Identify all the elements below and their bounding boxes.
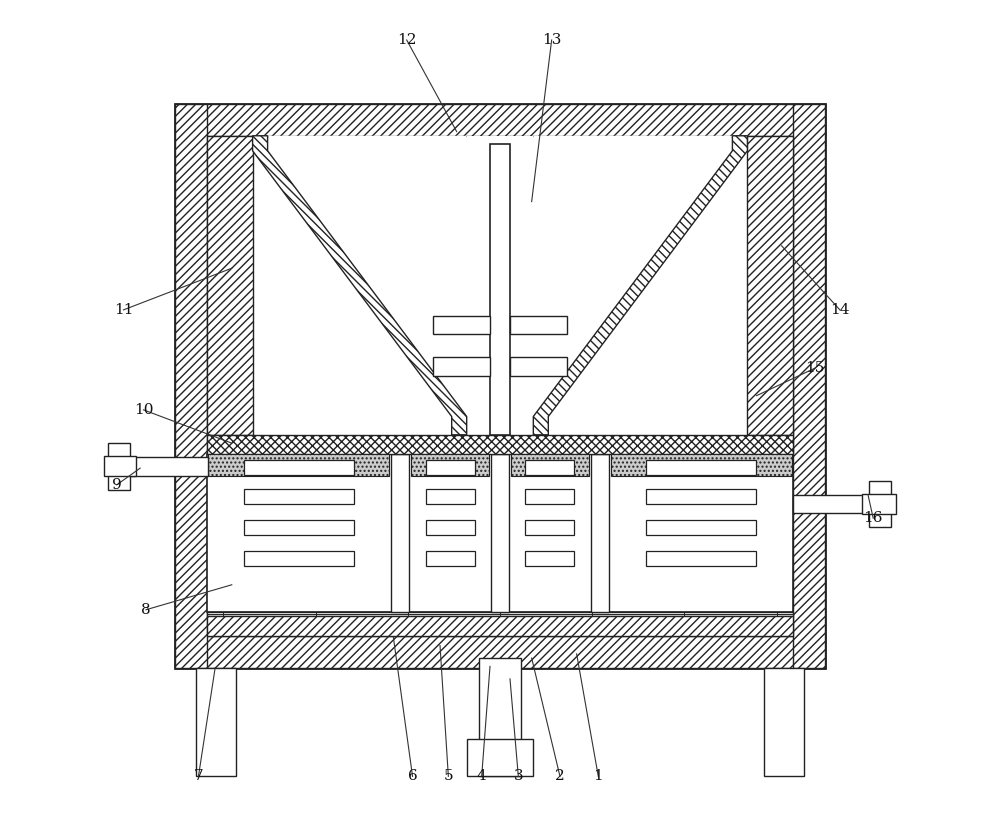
Bar [411,454,489,476]
Text: 6: 6 [408,770,417,783]
Text: 9: 9 [112,478,122,491]
Bar [207,612,793,616]
Text: 3: 3 [514,770,523,783]
Bar [244,551,354,566]
Bar [646,489,756,504]
Bar [525,460,574,475]
Polygon shape [533,136,747,435]
Bar [525,520,574,535]
Bar [426,460,475,475]
Text: 5: 5 [444,770,453,783]
Text: 4: 4 [477,770,487,783]
Text: 14: 14 [830,303,850,317]
Bar [510,316,567,334]
Bar [869,481,891,527]
Text: 11: 11 [114,303,133,317]
Bar [747,136,793,435]
Bar [207,136,253,435]
Bar [175,104,825,668]
Bar [479,658,521,776]
Text: 8: 8 [141,603,151,616]
Bar [207,454,793,612]
Bar [175,104,825,136]
Text: 1: 1 [593,770,603,783]
Bar [433,316,490,334]
Bar [611,454,792,476]
Bar [208,454,389,476]
Bar [646,520,756,535]
Text: 15: 15 [805,362,825,375]
Bar [525,489,574,504]
Bar [591,454,609,612]
Bar [426,551,475,566]
Text: 10: 10 [134,403,153,416]
Bar [244,460,354,475]
Bar [433,357,490,376]
Bar [244,489,354,504]
Polygon shape [533,136,732,435]
Bar [426,520,475,535]
Bar [244,520,354,535]
Bar [175,636,825,668]
Bar [525,551,574,566]
Bar [646,551,756,566]
Bar [467,739,533,776]
Bar [793,495,872,513]
Bar [391,454,409,612]
Text: 13: 13 [542,33,561,47]
Bar [108,443,130,490]
Bar [491,454,509,612]
Bar [426,489,475,504]
Polygon shape [253,136,467,435]
Text: 2: 2 [555,770,565,783]
Bar [207,616,793,636]
Bar [196,668,236,776]
Bar [104,456,136,476]
Bar [764,668,804,776]
Bar [128,457,208,476]
Text: 16: 16 [863,511,883,525]
Bar [862,494,896,514]
Bar [793,104,825,668]
Text: 12: 12 [397,33,416,47]
Bar [511,454,589,476]
Bar [490,144,510,435]
Text: 7: 7 [194,770,203,783]
Bar [646,460,756,475]
Bar [207,435,793,454]
Bar [510,357,567,376]
Polygon shape [268,136,467,435]
Bar [175,104,207,668]
Bar [467,136,533,435]
